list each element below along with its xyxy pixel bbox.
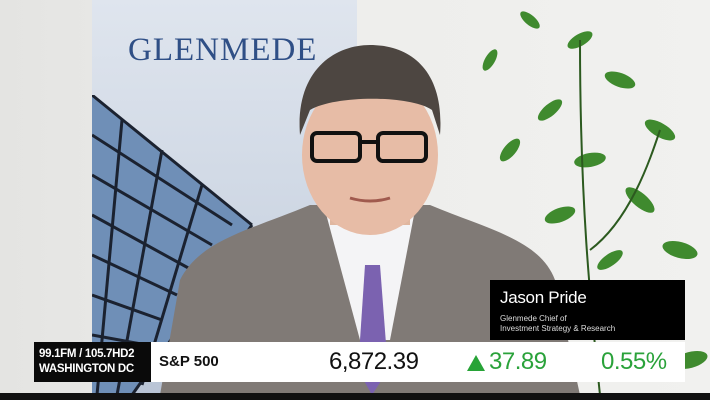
market-ticker: S&P 500 6,872.39 37.89 0.55% — [151, 342, 685, 382]
station-city: WASHINGTON DC — [39, 363, 134, 375]
guest-title-line1: Glenmede Chief of — [500, 314, 567, 323]
guest-title: Glenmede Chief of Investment Strategy & … — [500, 314, 615, 334]
station-id: 99.1FM / 105.7HD2 WASHINGTON DC — [34, 342, 151, 382]
ticker-price: 6,872.39 — [329, 348, 419, 375]
guest-name: Jason Pride — [500, 288, 587, 307]
bottom-bar — [0, 393, 710, 400]
plant — [482, 11, 708, 395]
ticker-change-percent: 0.55% — [601, 348, 667, 375]
station-frequency: 99.1FM / 105.7HD2 — [39, 348, 135, 360]
up-arrow-icon — [467, 355, 485, 371]
ticker-change: 37.89 — [489, 348, 547, 375]
guest-name-card: Jason Pride Glenmede Chief of Investment… — [490, 280, 685, 340]
glenmede-logo: GLENMEDE — [128, 32, 318, 68]
ticker-symbol: S&P 500 — [159, 353, 219, 370]
guest-title-line2: Investment Strategy & Research — [500, 324, 616, 333]
